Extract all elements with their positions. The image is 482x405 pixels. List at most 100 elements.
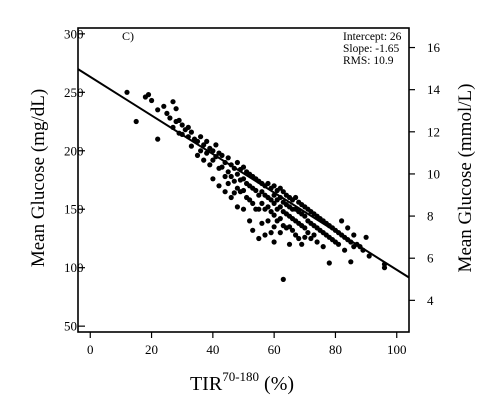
data-point [213,142,219,148]
data-point [234,159,240,166]
data-point [185,124,191,130]
data-point [250,200,256,206]
data-point [219,152,225,158]
data-point [277,204,283,210]
data-point [326,260,332,266]
data-point [225,155,231,161]
data-point [268,230,274,236]
right-tick-label: 16 [427,40,441,55]
x-axis-label: TIR70-180 (%) [190,369,294,395]
x-axis-label-base: TIR [190,373,223,395]
data-point [149,97,155,104]
left-axis-ticks: 50 100 150 200 250 300 [64,26,85,334]
data-point [173,106,179,112]
data-point [164,110,170,116]
data-point [225,180,231,187]
data-point [345,225,351,231]
data-point [259,200,265,206]
data-point [271,224,277,230]
data-point [228,173,234,180]
left-tick-label: 50 [64,319,77,334]
data-point [247,218,253,224]
data-point [259,220,265,226]
data-point [179,122,185,128]
data-point [311,232,317,238]
plot-frame [77,27,410,333]
data-point [201,142,207,148]
data-point [342,247,348,253]
data-point [265,218,271,224]
data-point [277,185,283,191]
data-point [198,134,204,140]
data-point [161,103,167,109]
data-point [268,197,274,203]
data-point [250,227,256,233]
data-point [271,200,277,206]
data-point [363,234,369,240]
data-point [210,176,216,182]
data-point [293,194,299,201]
right-axis-ticks: 4 6 8 10 12 14 16 [409,40,441,308]
data-point [228,194,234,201]
data-point [256,235,262,242]
data-point [351,232,357,238]
annotation-intercept: Intercept: 26 [343,31,402,43]
data-point [280,189,286,195]
data-point [302,225,308,231]
scatter-points [124,89,388,282]
data-point [348,259,354,265]
data-point [240,164,247,170]
data-point [222,173,228,180]
data-point [155,136,161,142]
data-point [289,227,296,233]
data-point [305,230,311,236]
data-point [176,117,182,123]
data-point [247,197,253,203]
annotation-rms: RMS: 10.9 [343,55,394,67]
x-tick-label: 20 [145,342,158,357]
data-point [194,152,201,158]
data-point [277,216,283,222]
data-point [240,176,247,182]
data-point [308,235,314,242]
data-point [188,129,194,135]
data-point [256,192,262,198]
data-point [145,92,152,98]
data-point [271,239,277,245]
data-point [299,241,305,247]
data-point [256,206,262,212]
left-tick-label: 300 [64,26,84,41]
annotation-slope: Slope: -1.65 [343,43,399,55]
data-point [286,224,293,230]
right-tick-label: 14 [427,82,441,97]
x-tick-label: 40 [206,342,219,357]
data-point [222,189,228,195]
data-point [198,148,204,154]
y-axis-label-right: Mean Glucose (mmol/L) [455,84,476,273]
data-point [293,232,299,238]
data-point [366,253,372,259]
data-point [155,107,161,113]
data-point [231,190,237,196]
data-point [204,138,210,144]
data-point [265,180,271,187]
x-axis-ticks: 0 20 40 60 80 100 [87,332,406,357]
data-point [314,239,320,245]
data-point [253,187,259,194]
data-point [265,204,271,210]
data-point [302,213,308,219]
x-axis-label-suffix: (%) [259,373,294,395]
data-point [231,178,237,184]
data-point [234,185,240,191]
left-tick-label: 250 [64,85,84,100]
left-tick-label: 100 [64,260,84,275]
data-point [302,234,308,240]
data-point [280,276,286,282]
data-point [320,244,326,250]
data-point [339,218,345,224]
data-point [286,241,293,247]
data-point [188,143,194,149]
data-point [277,230,283,236]
x-tick-label: 100 [387,342,407,357]
